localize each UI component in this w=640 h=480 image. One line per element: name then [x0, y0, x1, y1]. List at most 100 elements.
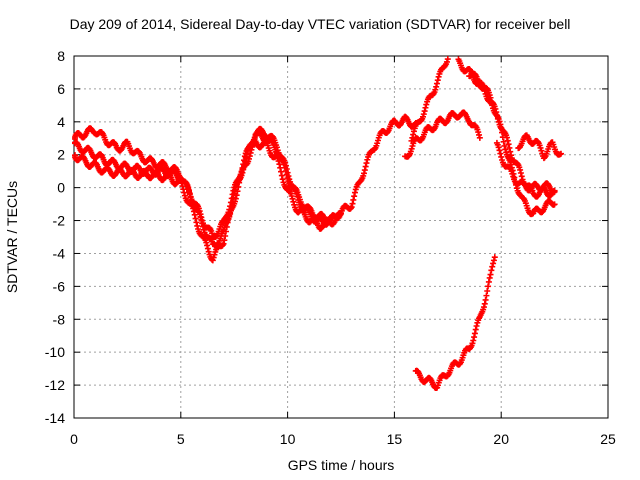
data-point [551, 201, 558, 208]
data-point [239, 169, 246, 176]
data-point [410, 131, 417, 138]
x-tick-label: 0 [70, 431, 78, 447]
data-point [278, 168, 285, 175]
data-point [506, 144, 513, 151]
data-point [487, 271, 494, 278]
data-point [472, 326, 479, 333]
data-point [410, 128, 417, 135]
data-point [251, 134, 258, 141]
data-point [246, 153, 253, 160]
data-point [240, 166, 247, 173]
data-point [361, 167, 368, 174]
data-point [227, 210, 234, 217]
data-point [481, 300, 488, 307]
data-point [476, 134, 483, 141]
data-point [443, 58, 450, 65]
data-point [558, 150, 565, 157]
chart-title: Day 209 of 2014, Sidereal Day-to-day VTE… [69, 16, 571, 32]
data-point [473, 322, 480, 329]
data-point [517, 169, 524, 176]
data-point [490, 260, 497, 267]
data-point [500, 138, 507, 145]
data-point [497, 150, 504, 157]
data-point [187, 193, 194, 200]
data-point [209, 257, 216, 264]
data-point [349, 200, 356, 207]
data-point [421, 108, 428, 115]
data-point [181, 189, 188, 196]
data-point [551, 188, 558, 195]
data-point [282, 162, 289, 169]
data-point [228, 203, 235, 210]
data-point [470, 337, 477, 344]
plot-frame [73, 55, 609, 419]
data-point [241, 158, 248, 165]
data-point [290, 198, 297, 205]
data-point [485, 283, 492, 290]
data-point [362, 163, 369, 170]
y-tick-label: -12 [45, 377, 65, 393]
data-point [471, 334, 478, 341]
series-track-7 [466, 70, 558, 218]
y-axis-label: SDTVAR / TECUs [4, 180, 20, 294]
data-point [192, 215, 199, 222]
data-point [220, 240, 227, 247]
data-point [327, 215, 334, 222]
data-point [285, 173, 292, 180]
data-point [482, 296, 489, 303]
x-tick-label: 10 [280, 431, 296, 447]
y-tick-label: -2 [53, 213, 66, 229]
x-axis-label: GPS time / hours [287, 457, 395, 473]
data-point [284, 169, 291, 176]
data-point [502, 146, 509, 153]
data-point [198, 216, 205, 223]
data-point [278, 172, 285, 179]
y-tick-label: 0 [57, 180, 65, 196]
data-point [276, 161, 283, 168]
data-point [245, 155, 252, 162]
data-point [186, 190, 193, 197]
data-point [433, 83, 440, 90]
series-track-3 [72, 125, 334, 249]
y-tick-label: -4 [53, 245, 66, 261]
data-point [487, 94, 494, 101]
data-point [469, 340, 476, 347]
data-point [509, 170, 516, 177]
data-point [226, 213, 233, 220]
data-point [364, 156, 371, 163]
data-point [485, 278, 492, 285]
data-point [203, 239, 210, 246]
data-point [205, 248, 212, 255]
y-tick-label: -8 [53, 311, 66, 327]
y-tick-label: 6 [57, 81, 65, 97]
series-track-4 [402, 109, 483, 160]
data-point [432, 86, 439, 93]
data-point [518, 173, 525, 180]
data-point [210, 254, 217, 261]
data-point [348, 204, 355, 211]
data-point [409, 134, 416, 141]
data-point [486, 274, 493, 281]
series-track-5 [408, 56, 451, 144]
data-point [204, 245, 211, 252]
data-point [496, 118, 503, 125]
x-tick-label: 15 [387, 431, 403, 447]
data-point [484, 288, 491, 294]
data-point [496, 147, 503, 154]
data-point [180, 186, 187, 193]
data-point [188, 196, 195, 203]
data-point [229, 199, 236, 206]
data-point [193, 219, 200, 226]
data-marks [72, 56, 565, 392]
data-point [273, 144, 280, 151]
data-point [275, 158, 282, 165]
series-track-2 [72, 138, 344, 264]
data-point [497, 121, 504, 128]
data-point [289, 195, 296, 202]
data-point [288, 192, 295, 199]
data-point [499, 134, 506, 141]
data-point [361, 170, 368, 177]
data-point [505, 141, 512, 148]
x-tick-label: 25 [600, 431, 616, 447]
data-point [241, 162, 248, 169]
